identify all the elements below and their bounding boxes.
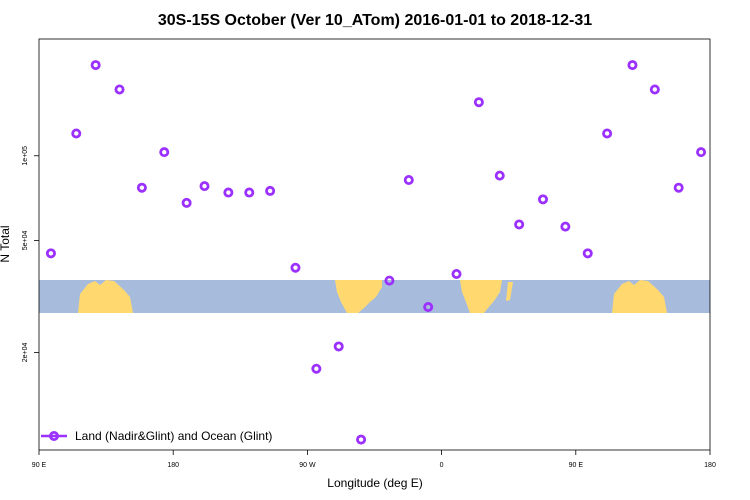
data-point xyxy=(423,302,434,313)
data-points xyxy=(45,60,707,445)
data-point xyxy=(403,175,414,186)
data-point xyxy=(90,60,101,71)
y-tick-label: 5e+04 xyxy=(22,231,29,251)
plot-frame xyxy=(38,38,711,451)
data-point xyxy=(265,185,276,196)
data-point xyxy=(71,128,82,139)
y-axis: 2e+04 5e+04 1e+05 xyxy=(22,146,39,362)
chart-title: 30S-15S October (Ver 10_ATom) 2016-01-01… xyxy=(158,12,592,29)
data-point xyxy=(514,219,525,230)
data-point xyxy=(537,194,548,205)
x-axis-label: Longitude (deg E) xyxy=(327,476,422,490)
data-point xyxy=(602,128,613,139)
x-tick-label: 90 W xyxy=(299,462,316,469)
data-point xyxy=(199,181,210,192)
data-point xyxy=(582,248,593,259)
data-point xyxy=(673,182,684,193)
south-america-landmass xyxy=(335,280,382,313)
data-point xyxy=(627,60,638,71)
data-point xyxy=(560,221,571,232)
y-axis-label: N Total xyxy=(0,225,12,262)
data-point xyxy=(696,147,707,158)
legend: Land (Nadir&Glint) and Ocean (Glint) xyxy=(41,429,272,443)
australia-landmass xyxy=(78,280,133,313)
data-point xyxy=(181,197,192,208)
data-point xyxy=(311,363,322,374)
data-point xyxy=(45,248,56,259)
data-point xyxy=(290,262,301,273)
x-tick-label: 180 xyxy=(704,462,716,469)
x-tick-label: 90 E xyxy=(32,462,47,469)
data-point xyxy=(136,182,147,193)
legend-marker xyxy=(49,430,60,441)
data-point xyxy=(649,84,660,95)
australia-landmass-repeat xyxy=(612,280,667,313)
y-tick-label: 1e+05 xyxy=(22,146,29,166)
data-point xyxy=(356,434,367,445)
madagascar-landmass xyxy=(506,282,513,301)
data-point xyxy=(223,187,234,198)
data-point xyxy=(494,170,505,181)
land-masses xyxy=(78,280,667,313)
data-point xyxy=(473,97,484,108)
legend-label: Land (Nadir&Glint) and Ocean (Glint) xyxy=(75,429,272,443)
background-map xyxy=(39,280,710,313)
y-tick-label: 2e+04 xyxy=(22,342,29,362)
x-tick-label: 0 xyxy=(440,462,444,469)
x-axis: 90 E 180 90 W 0 90 E 180 xyxy=(32,450,716,469)
data-point xyxy=(451,268,462,279)
data-point xyxy=(159,147,170,158)
x-tick-label: 90 E xyxy=(569,462,584,469)
africa-landmass xyxy=(460,280,502,313)
x-tick-label: 180 xyxy=(167,462,179,469)
data-point xyxy=(333,341,344,352)
data-point xyxy=(244,187,255,198)
data-point xyxy=(384,275,395,286)
data-point xyxy=(114,84,125,95)
